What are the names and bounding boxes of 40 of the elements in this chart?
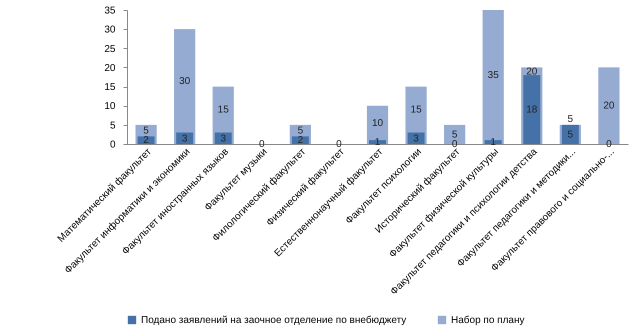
bar: [369, 140, 386, 144]
data-label: 1: [374, 137, 381, 148]
data-label: 5: [298, 126, 304, 137]
bar: [482, 10, 504, 144]
data-label: 15: [410, 104, 422, 116]
data-label: 0: [452, 139, 458, 150]
bar: [174, 29, 196, 144]
y-tick-label: 10: [104, 101, 116, 112]
data-label: 20: [526, 66, 538, 78]
y-tick-label: 0: [110, 140, 116, 150]
y-tick-label: 20: [104, 62, 116, 74]
y-tick-label: 25: [104, 44, 116, 55]
data-label: 5: [568, 114, 574, 125]
data-label: 0: [336, 139, 342, 150]
data-label: 3: [413, 133, 420, 144]
legend-label: Набор по плану: [451, 315, 525, 326]
data-label: 2: [143, 135, 150, 146]
bar: [366, 106, 388, 144]
data-label: 20: [603, 100, 615, 112]
data-label: 3: [220, 133, 226, 144]
data-label: 30: [179, 76, 191, 87]
data-label: 5: [452, 129, 458, 140]
y-tick-label: 35: [104, 6, 116, 16]
data-label: 18: [526, 104, 538, 116]
bar: [484, 140, 502, 144]
y-tick-label: 30: [104, 24, 116, 36]
y-tick-label: 15: [104, 82, 116, 94]
data-label: 1: [490, 137, 496, 148]
bar: [523, 75, 540, 144]
data-label: 5: [143, 126, 150, 137]
data-label: 35: [488, 70, 500, 82]
data-label: 0: [259, 139, 266, 150]
data-label: 0: [606, 139, 612, 150]
legend-label: Подано заявлений на заочное отделение по внебюджету: [141, 315, 406, 326]
data-label: 3: [182, 133, 188, 144]
data-label: 15: [218, 104, 230, 116]
data-label: 5: [568, 129, 574, 140]
data-label: 2: [298, 135, 304, 146]
data-label: 10: [372, 118, 384, 129]
y-tick-label: 5: [110, 120, 116, 132]
